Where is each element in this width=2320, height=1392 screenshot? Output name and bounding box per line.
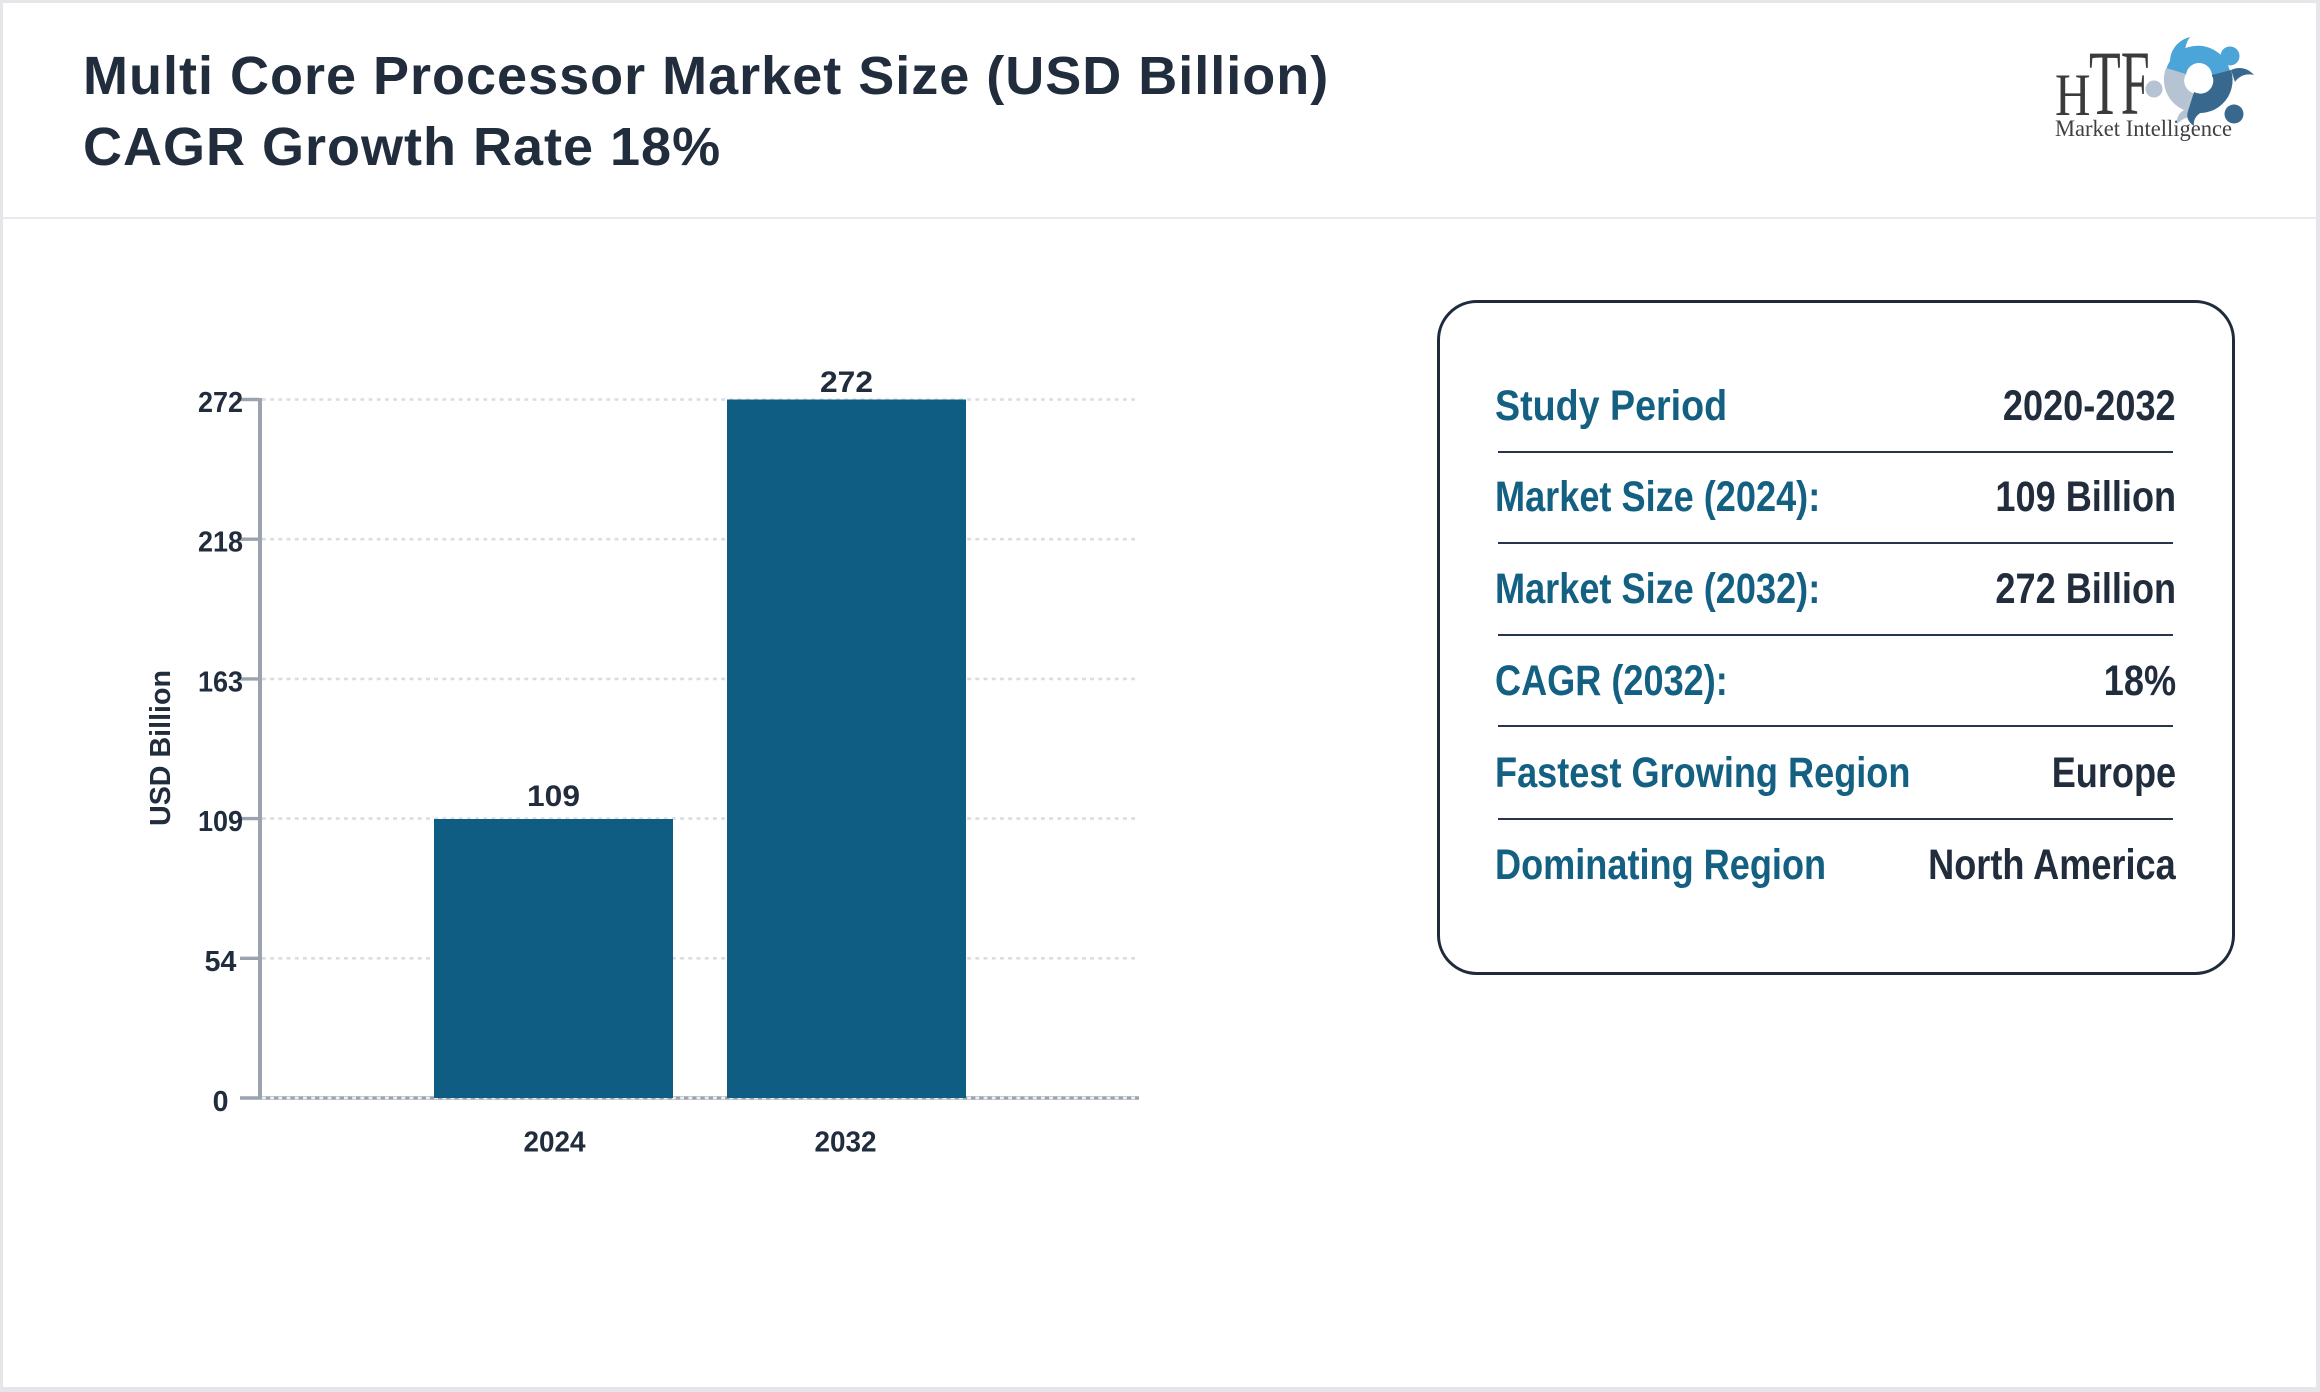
svg-text:109: 109	[527, 780, 580, 813]
svg-text:USD Billion: USD Billion	[145, 670, 177, 826]
svg-text:272: 272	[198, 387, 243, 419]
svg-text:TF: TF	[2089, 33, 2150, 135]
svg-text:2024: 2024	[524, 1127, 586, 1159]
svg-text:2032: 2032	[815, 1127, 877, 1159]
svg-text:H: H	[2055, 61, 2091, 128]
svg-text:Market Intelligence: Market Intelligence	[2055, 116, 2232, 141]
svg-text:163: 163	[198, 666, 243, 698]
svg-text:109: 109	[198, 806, 243, 838]
svg-text:272: 272	[820, 366, 873, 399]
svg-text:54: 54	[205, 946, 237, 978]
svg-text:218: 218	[198, 527, 243, 559]
svg-text:0: 0	[213, 1086, 229, 1118]
